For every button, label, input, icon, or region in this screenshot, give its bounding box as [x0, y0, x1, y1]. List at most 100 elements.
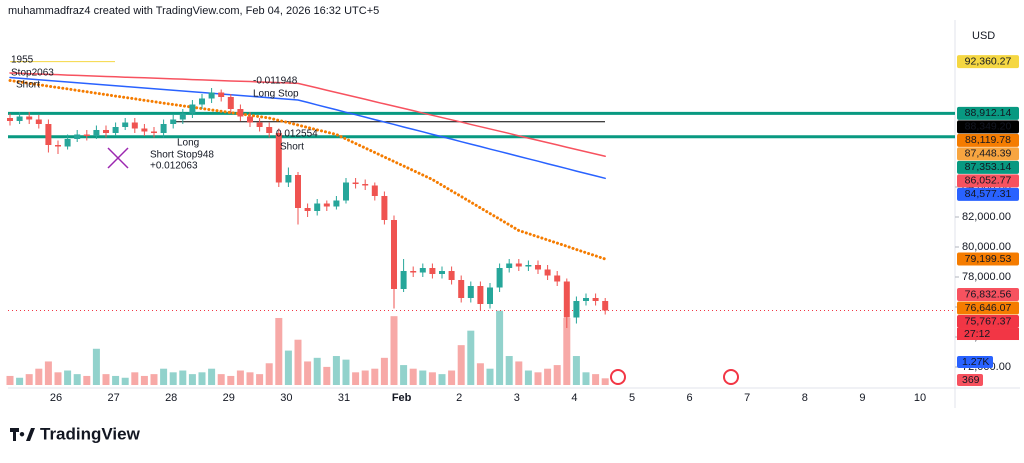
candle-body: [419, 268, 426, 273]
candle-body: [16, 116, 23, 121]
candle-body: [131, 122, 138, 129]
volume-bar: [544, 368, 552, 385]
price-badge: [957, 133, 1019, 147]
countdown-badge: [957, 328, 1019, 341]
volume-bar: [236, 370, 244, 385]
x-tick-label: 3: [514, 392, 520, 404]
indicator-line: [8, 79, 607, 261]
y-tick-label: 82,000.00: [962, 211, 1011, 223]
volume-bar: [16, 377, 24, 385]
candle-body: [64, 139, 71, 147]
event-icon: [610, 369, 626, 385]
candle-body: [410, 271, 417, 273]
volume-bar: [496, 310, 504, 385]
price-badge-label: 87,448.39: [965, 148, 1012, 160]
candle-body: [515, 263, 522, 267]
volume-bar: [352, 372, 360, 385]
marker: [107, 147, 129, 169]
volume-bar: [332, 356, 340, 385]
candle-body: [74, 134, 81, 139]
annotation: Short: [280, 142, 304, 153]
candle-body: [7, 118, 13, 121]
candle-body: [45, 124, 52, 145]
volume-pane: [6, 310, 609, 385]
annotation: Long Stop: [253, 89, 299, 100]
price-badge: [957, 301, 1019, 315]
price-badge-label: 86,052.77: [965, 175, 1012, 187]
x-tick-label: 2: [456, 392, 462, 404]
annotation: +0.012063: [150, 161, 198, 172]
candle-body: [333, 200, 340, 207]
candle-body: [362, 184, 369, 186]
price-badge-label: 88,912.14: [965, 107, 1012, 119]
volume-bar: [428, 372, 436, 385]
volume-bar: [73, 374, 81, 385]
price-badge-label: 79,199.53: [965, 253, 1012, 265]
candle-body: [170, 119, 177, 124]
volume-bar: [582, 372, 590, 385]
x-tick-label: 29: [223, 392, 235, 404]
annotation: Short: [16, 80, 40, 91]
volume-bar: [246, 372, 254, 385]
price-badge-label: 87,353.14: [965, 161, 1012, 173]
candle-body: [160, 124, 167, 133]
volume-bar: [448, 370, 456, 385]
volume-bar: [409, 368, 417, 385]
volume-bar: [553, 365, 561, 385]
candle-body: [554, 275, 561, 282]
candle-body: [151, 131, 157, 133]
candle-body: [103, 130, 109, 133]
candle-body: [55, 145, 61, 147]
candle-body: [35, 119, 42, 124]
price-badge: [957, 252, 1019, 266]
candle-body: [247, 116, 253, 123]
volume-bar: [44, 361, 52, 385]
volume-bar: [35, 368, 43, 385]
x-tick-label: 8: [802, 392, 808, 404]
volume-bar: [179, 370, 187, 385]
volume-bar: [64, 370, 72, 385]
candle-body: [525, 265, 532, 267]
volume-bar: [112, 375, 120, 385]
price-badge-label: 75,767.37: [965, 315, 1012, 327]
volume-bar: [601, 378, 609, 385]
candle-body: [448, 271, 455, 280]
x-tick-label: 31: [338, 392, 350, 404]
volume-bar: [515, 361, 523, 385]
volume-bar: [275, 317, 283, 385]
x-tick-label: 9: [859, 392, 865, 404]
volume-bar: [25, 374, 33, 385]
candle-body: [439, 271, 445, 274]
price-badge-label: 84,577.31: [965, 188, 1012, 200]
volume-bar: [534, 372, 542, 385]
annotation: 0.012554: [276, 129, 318, 140]
price-badge: [957, 147, 1019, 161]
annotation: Stop2063: [11, 68, 54, 79]
x-tick-label: 10: [914, 392, 926, 404]
price-badge-label: 92,360.27: [965, 55, 1012, 67]
candle-body: [467, 286, 474, 298]
brand: TradingView: [40, 424, 141, 443]
volume-bar: [505, 356, 513, 385]
candle-body: [477, 286, 484, 304]
candle-body: [458, 280, 465, 298]
candle-body: [122, 122, 129, 127]
x-tick-label: Feb: [392, 392, 412, 404]
volume-bar: [217, 374, 225, 385]
volume-bar: [102, 374, 110, 385]
volume-bar: [592, 374, 600, 385]
candle-body: [371, 185, 378, 196]
candle-body: [429, 268, 436, 274]
annotation: -0.011948: [253, 76, 298, 87]
candle-body: [199, 98, 205, 105]
candle-body: [535, 265, 541, 270]
volume-bar: [131, 372, 139, 385]
candle-body: [602, 301, 609, 311]
volume-bar: [524, 370, 532, 385]
logo: [10, 428, 35, 441]
volume-bar: [476, 363, 484, 385]
candle-body: [93, 130, 100, 136]
x-tick-label: 7: [744, 392, 750, 404]
volume-bar: [6, 375, 14, 385]
